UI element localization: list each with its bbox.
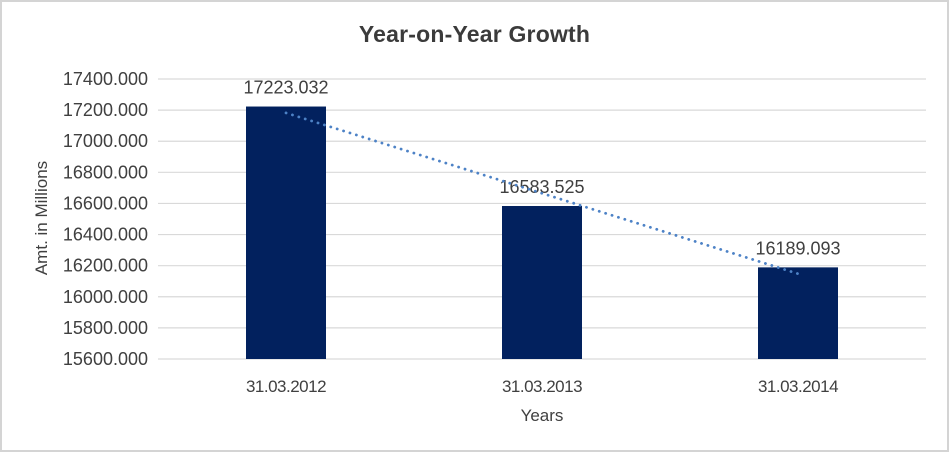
- chart-title: Year-on-Year Growth: [358, 21, 591, 47]
- bar-31.03.2012: [246, 106, 326, 360]
- bar-31.03.2013: [502, 206, 582, 359]
- bar-31.03.2014: [758, 267, 838, 359]
- y-tick-label: 15800.000: [63, 318, 148, 338]
- y-tick-label: 16400.000: [63, 225, 148, 245]
- y-tick-label: 17400.000: [63, 69, 148, 89]
- x-axis-title: Years: [520, 406, 564, 425]
- data-label: 17223.032: [243, 78, 328, 98]
- x-tick-label: 31.03.2013: [502, 377, 582, 396]
- y-tick-label: 15600.000: [63, 349, 148, 369]
- data-label: 16189.093: [755, 238, 840, 258]
- y-tick-label: 17200.000: [63, 100, 148, 120]
- y-tick-label: 17000.000: [63, 131, 148, 151]
- y-tick-label: 16800.000: [63, 162, 148, 182]
- trendline: [284, 111, 800, 276]
- y-tick-label: 16600.000: [63, 193, 148, 213]
- y-tick-label: 16000.000: [63, 287, 148, 307]
- data-label: 16583.525: [499, 177, 584, 197]
- x-tick-label: 31.03.2014: [758, 377, 838, 396]
- x-tick-label: 31.03.2012: [246, 377, 326, 396]
- y-tick-label: 16200.000: [63, 256, 148, 276]
